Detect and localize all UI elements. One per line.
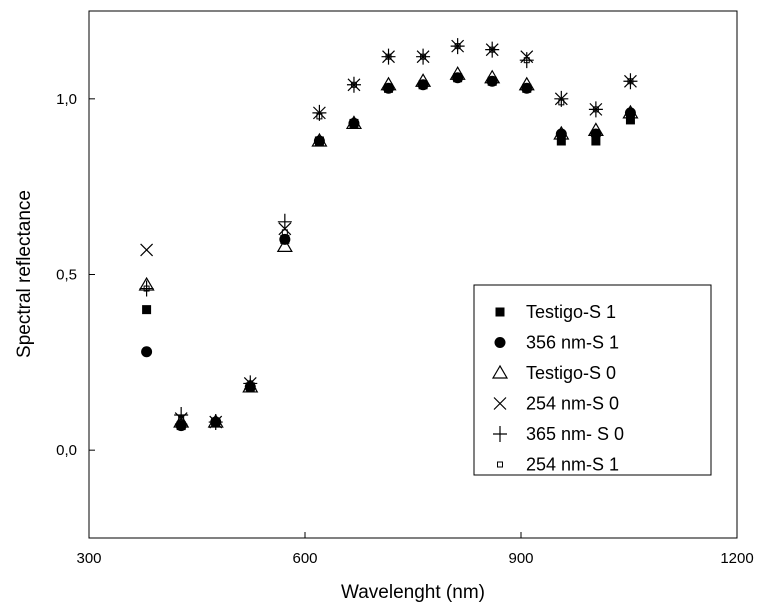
data-point bbox=[316, 113, 323, 120]
data-point bbox=[592, 106, 599, 113]
legend-marker bbox=[494, 337, 506, 348]
data-point bbox=[452, 72, 464, 84]
data-point bbox=[346, 76, 361, 93]
data-point bbox=[212, 419, 219, 426]
data-point bbox=[590, 128, 602, 140]
legend-marker bbox=[497, 461, 503, 468]
data-point bbox=[625, 115, 635, 125]
data-point bbox=[385, 53, 392, 60]
x-tick-label: 900 bbox=[508, 550, 533, 567]
data-point bbox=[174, 407, 189, 424]
data-point bbox=[623, 73, 638, 90]
data-point bbox=[178, 415, 185, 422]
series-6-points bbox=[143, 43, 634, 426]
data-point bbox=[521, 82, 533, 94]
data-point bbox=[247, 380, 254, 387]
legend-label: 365 nm- S 0 bbox=[526, 424, 624, 444]
data-point bbox=[554, 90, 569, 107]
y-tick-label: 0,5 bbox=[56, 267, 77, 284]
data-point bbox=[591, 136, 601, 146]
data-point bbox=[243, 375, 258, 392]
data-point bbox=[380, 76, 397, 91]
data-point bbox=[416, 48, 431, 65]
legend-label: 254 nm-S 1 bbox=[526, 455, 619, 475]
data-point bbox=[489, 46, 496, 53]
data-point bbox=[486, 75, 498, 87]
x-tick-label: 1200 bbox=[720, 550, 753, 567]
data-point bbox=[141, 346, 153, 358]
legend-marker bbox=[491, 364, 509, 379]
data-point bbox=[518, 76, 535, 91]
data-point bbox=[588, 101, 603, 118]
legend: Testigo-S 1 356 nm-S 1 Testigo-S 0 254 nm-S… bbox=[473, 284, 712, 476]
data-point bbox=[449, 66, 466, 80]
data-point bbox=[175, 420, 187, 432]
data-point bbox=[139, 280, 154, 297]
data-point bbox=[454, 43, 461, 50]
legend-label: Testigo-S 0 bbox=[526, 363, 616, 383]
legend-box bbox=[473, 284, 712, 476]
data-point bbox=[587, 122, 604, 137]
data-point bbox=[420, 53, 427, 60]
data-point bbox=[627, 78, 634, 85]
data-point bbox=[622, 104, 639, 119]
data-point bbox=[277, 213, 292, 230]
data-point bbox=[415, 73, 432, 87]
legend-marker bbox=[493, 397, 507, 410]
data-point bbox=[484, 69, 501, 84]
data-point bbox=[485, 41, 500, 58]
data-points-layer bbox=[138, 38, 639, 432]
y-tick-label: 0,0 bbox=[56, 442, 77, 459]
data-point bbox=[311, 132, 328, 147]
legend-marker bbox=[495, 307, 505, 317]
data-point bbox=[143, 285, 150, 292]
y-tick-label: 1,0 bbox=[56, 91, 77, 108]
data-point bbox=[553, 125, 570, 140]
data-point bbox=[556, 136, 566, 146]
legend-marker bbox=[493, 426, 507, 442]
data-point bbox=[242, 378, 259, 393]
data-point bbox=[142, 305, 152, 315]
data-point bbox=[140, 243, 154, 257]
data-point bbox=[281, 229, 288, 236]
data-point bbox=[312, 104, 327, 121]
data-point bbox=[417, 79, 429, 91]
data-point bbox=[208, 414, 223, 431]
data-point bbox=[173, 413, 190, 428]
data-point bbox=[523, 57, 530, 64]
legend-label: Testigo-S 1 bbox=[526, 302, 616, 322]
data-point bbox=[450, 38, 465, 55]
y-axis-title: Spectral reflectance bbox=[14, 190, 35, 358]
data-point bbox=[381, 48, 396, 65]
data-point bbox=[558, 99, 565, 106]
x-tick-label: 600 bbox=[292, 550, 317, 567]
legend-label: 254 nm-S 0 bbox=[526, 394, 619, 414]
data-point bbox=[383, 82, 395, 94]
data-point bbox=[276, 238, 293, 252]
ticks-layer: 300 600 900 1200 0,0 0,5 1,0 bbox=[56, 91, 754, 567]
data-point bbox=[519, 52, 534, 69]
series-5-points bbox=[139, 38, 638, 431]
data-point bbox=[350, 81, 357, 88]
legend-label: 356 nm-S 1 bbox=[526, 333, 619, 353]
data-point bbox=[345, 115, 363, 130]
x-tick-label: 300 bbox=[76, 550, 101, 567]
x-axis-title: Wavelenght (nm) bbox=[341, 582, 485, 603]
